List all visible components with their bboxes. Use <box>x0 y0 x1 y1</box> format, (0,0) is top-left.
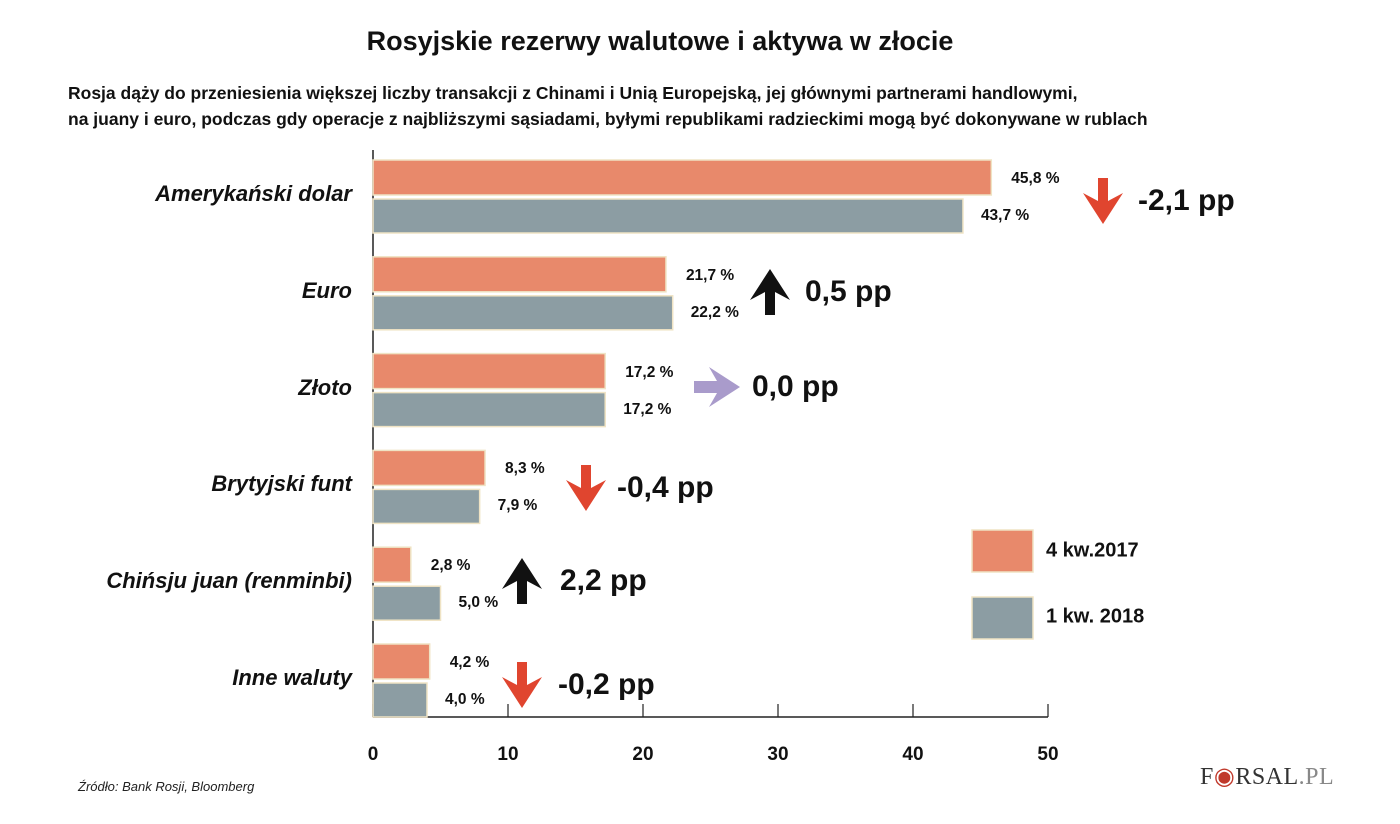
data-label: 17,2 % <box>623 400 672 418</box>
data-label: 17,2 % <box>625 363 674 381</box>
x-tick-label: 20 <box>632 744 654 765</box>
chart-title: Rosyjskie rezerwy walutowe i aktywa w zł… <box>366 26 954 56</box>
bar-q1-2018 <box>372 585 442 621</box>
bar-q4-2017 <box>372 546 412 583</box>
data-label: 8,3 % <box>505 460 545 478</box>
data-label: 4,0 % <box>445 691 485 708</box>
bar-q4-2017 <box>372 159 993 196</box>
x-tick-label: 50 <box>1037 744 1059 765</box>
arrow-right-icon <box>694 367 740 407</box>
change-label: 0,5 pp <box>805 275 892 308</box>
change-label: -0,4 pp <box>617 471 714 504</box>
bar-q4-2017 <box>372 256 667 293</box>
legend-label: 4 kw.2017 <box>1046 539 1139 562</box>
x-tick-label: 0 <box>367 744 379 765</box>
category-label: Euro <box>301 277 352 303</box>
category-label: Złoto <box>298 374 352 400</box>
data-label: 4,2 % <box>449 654 490 671</box>
source-note: Źródło: Bank Rosji, Bloomberg <box>78 779 255 794</box>
data-label: 5,0 % <box>458 594 499 612</box>
bar-q1-2018 <box>372 295 674 331</box>
bar-q1-2018 <box>372 198 964 234</box>
bar-q1-2018 <box>372 391 606 428</box>
x-tick-label: 40 <box>902 744 924 765</box>
legend-swatch <box>971 596 1034 640</box>
arrow-up-icon <box>750 269 790 315</box>
category-label: Amerykański dolar <box>155 181 352 206</box>
data-label: 7,9 % <box>497 497 538 515</box>
subtitle-line-2: na juany i euro, podczas gdy operacje z … <box>68 109 1148 129</box>
data-label: 22,2 % <box>690 303 739 321</box>
data-label: 43,7 % <box>980 207 1030 224</box>
change-label: 0,0 pp <box>752 370 839 403</box>
x-tick-label: 10 <box>497 744 519 765</box>
category-label: Brytyjski funt <box>211 471 352 497</box>
arrow-down-icon <box>1083 178 1123 224</box>
category-label: Chińsju juan (renminbi) <box>106 568 352 594</box>
change-label: 2,2 pp <box>560 564 647 597</box>
bar-q4-2017 <box>372 449 486 487</box>
arrow-down-icon <box>566 465 606 511</box>
bar-q4-2017 <box>372 352 606 390</box>
category-label: Inne waluty <box>232 665 352 690</box>
forsal-logo: F◉RSAL.PL <box>1200 764 1335 790</box>
bar-q1-2018 <box>372 488 481 525</box>
subtitle-line-1: Rosja dąży do przeniesienia większej lic… <box>68 83 1078 103</box>
x-tick-label: 30 <box>767 744 789 765</box>
bar-q1-2018 <box>372 682 428 718</box>
data-label: 2,8 % <box>430 557 471 575</box>
change-label: -0,2 pp <box>558 668 655 701</box>
data-label: 45,8 % <box>1011 170 1060 187</box>
data-label: 21,7 % <box>685 266 735 284</box>
arrow-down-icon <box>502 662 542 708</box>
legend-swatch <box>971 529 1034 573</box>
arrow-up-icon <box>502 558 542 604</box>
bar-q4-2017 <box>372 643 431 680</box>
legend-label: 1 kw. 2018 <box>1046 605 1145 628</box>
change-label: -2,1 pp <box>1138 184 1235 217</box>
